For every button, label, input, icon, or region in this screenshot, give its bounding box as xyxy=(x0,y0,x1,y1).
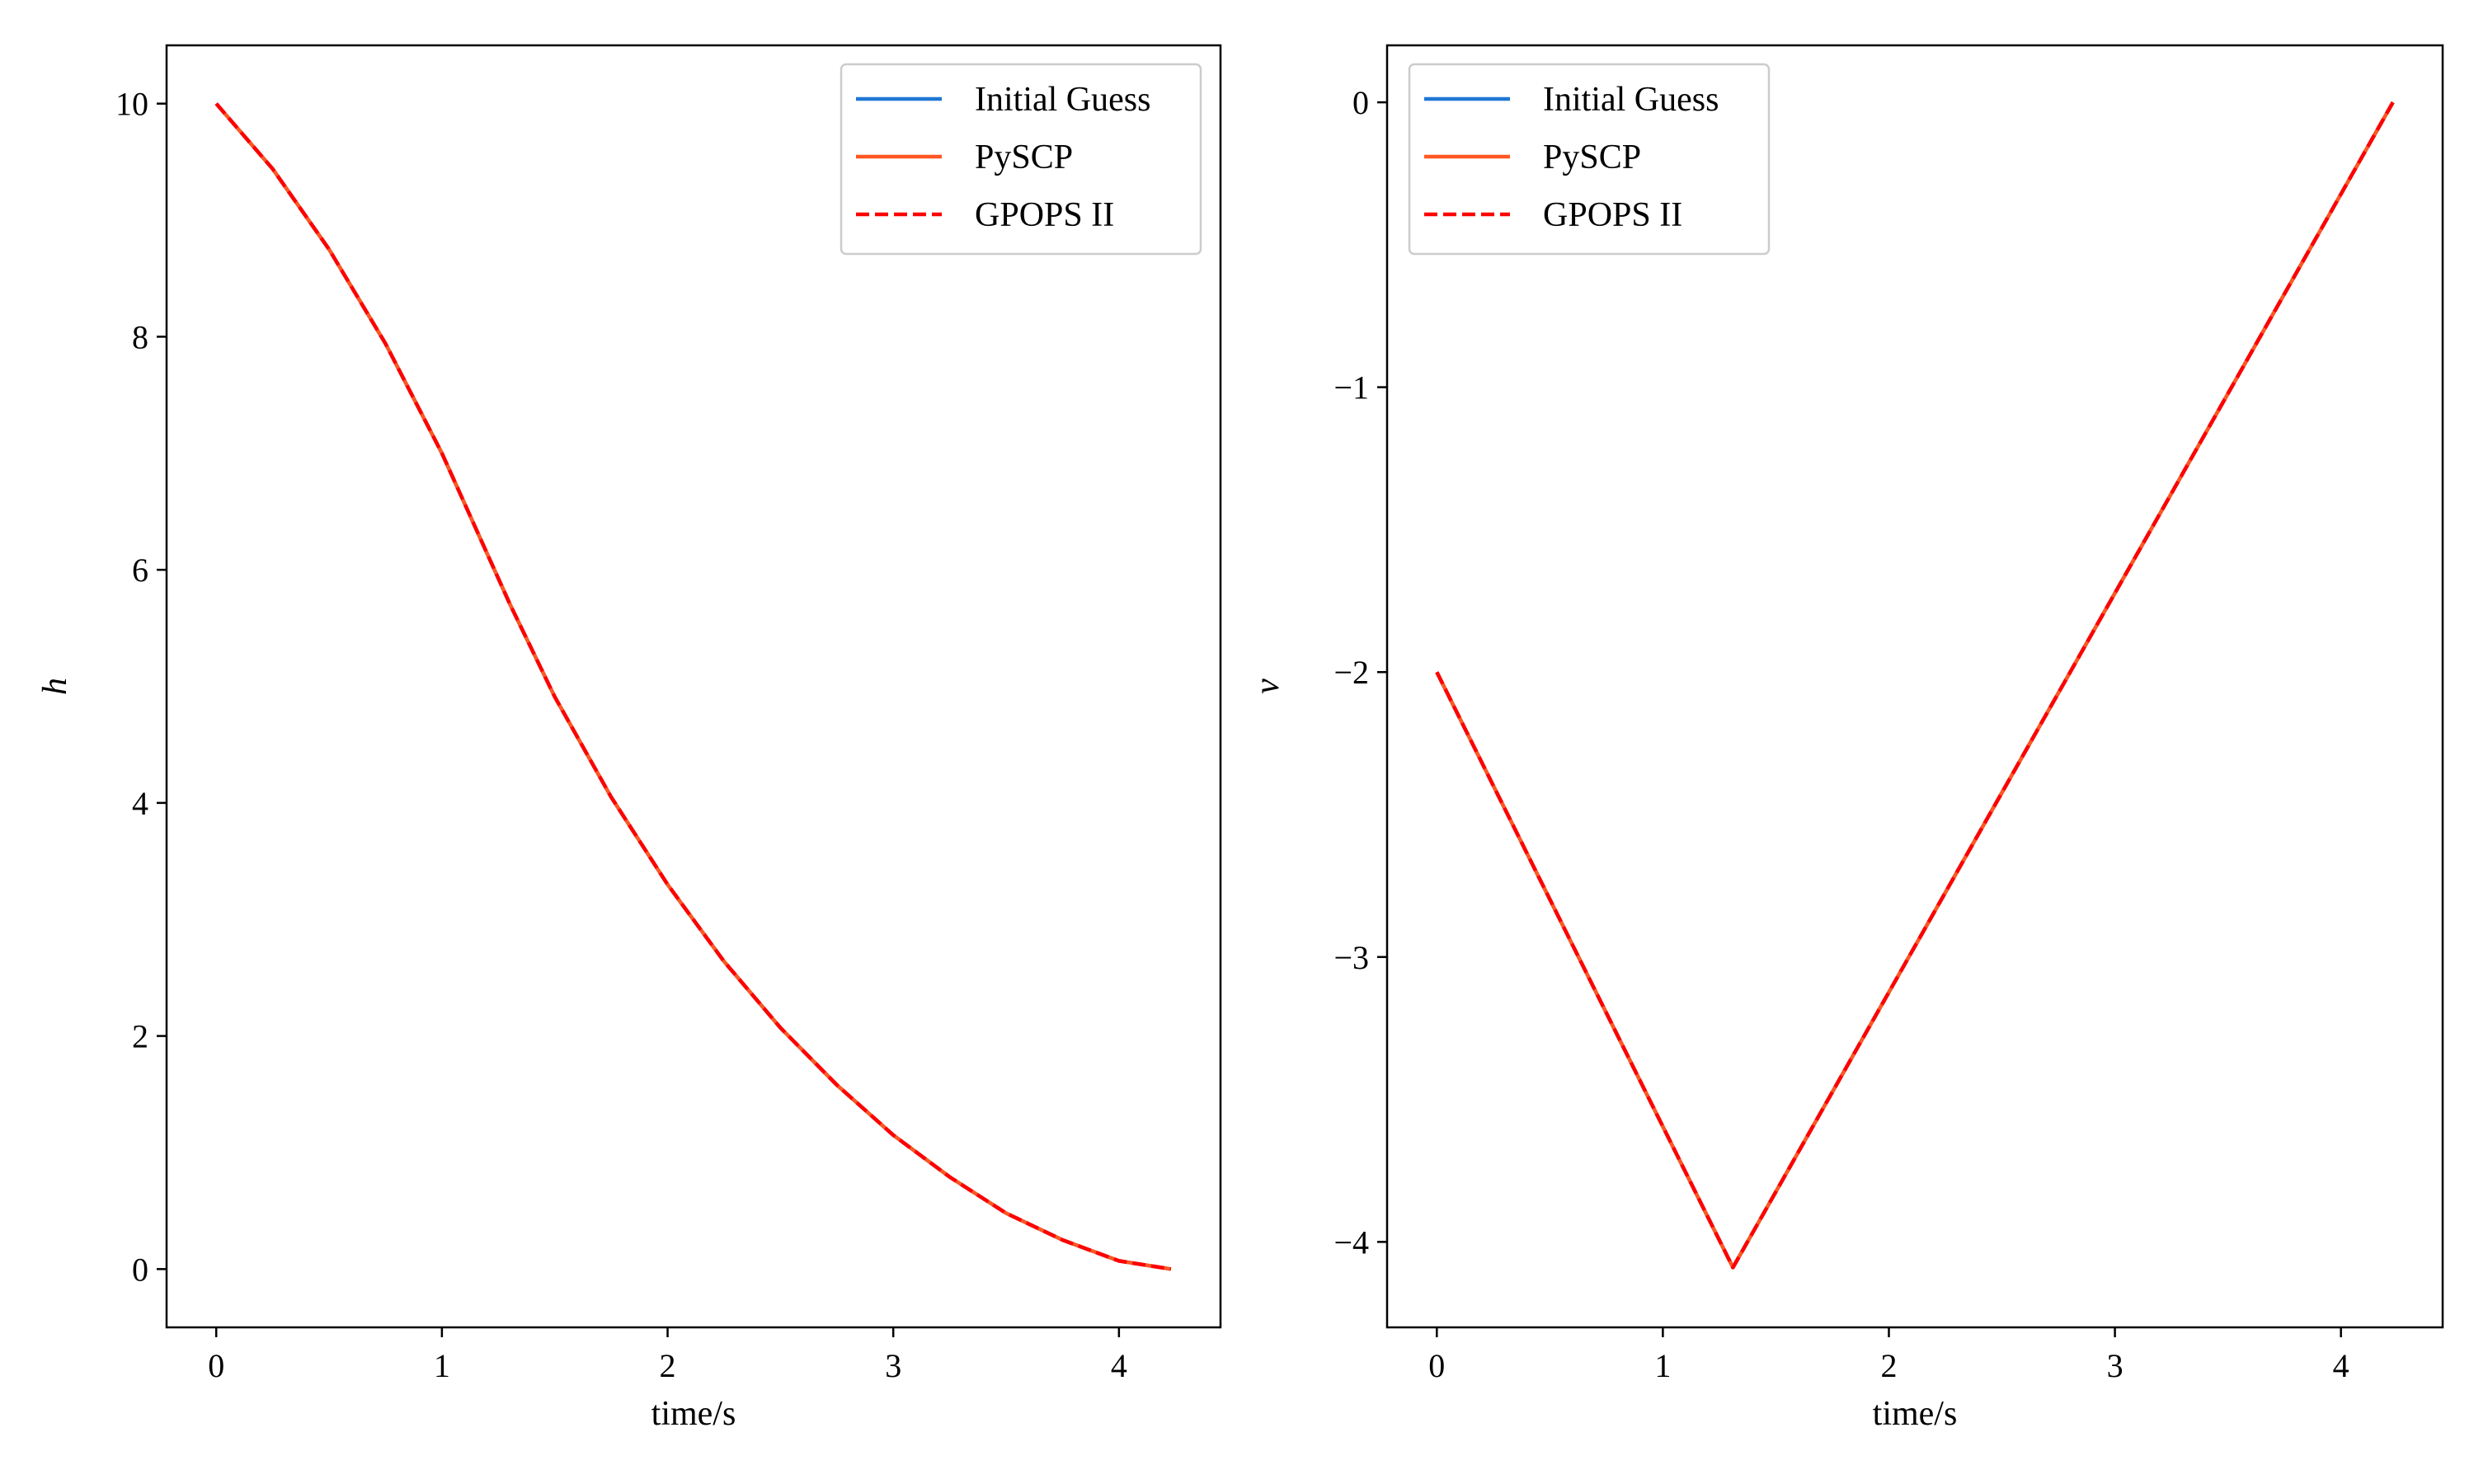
legend-label: Initial Guess xyxy=(1543,81,1719,119)
y-tick-label: 10 xyxy=(115,86,148,123)
y-tick-label: 4 xyxy=(132,785,148,822)
x-axis-label: time/s xyxy=(1873,1395,1958,1433)
y-tick-label: 2 xyxy=(132,1018,148,1055)
series-line-pyscp xyxy=(1435,101,2395,1270)
x-tick-label: 4 xyxy=(2333,1347,2349,1384)
x-tick-label: 2 xyxy=(1880,1347,1897,1384)
y-axis-label: h xyxy=(36,678,74,695)
x-tick-label: 3 xyxy=(2107,1347,2124,1384)
y-axis-label: v xyxy=(1249,679,1286,694)
y-tick-label: 6 xyxy=(132,552,148,589)
series-line-gpops-ii xyxy=(1435,101,2395,1270)
x-tick-label: 1 xyxy=(434,1347,450,1384)
y-tick-label: −3 xyxy=(1333,939,1369,976)
legend-label: PySCP xyxy=(1543,139,1641,176)
legend-frame xyxy=(840,63,1202,256)
y-tick-label: −1 xyxy=(1333,369,1369,406)
legend: Initial Guess PySCP GPOPS II xyxy=(840,63,1202,256)
y-tick-label: 8 xyxy=(132,318,148,355)
series-line-pyscp xyxy=(214,102,1172,1271)
x-tick-label: 0 xyxy=(208,1347,224,1384)
x-tick-label: 4 xyxy=(1111,1347,1127,1384)
axes-frame xyxy=(165,44,1222,1329)
legend: Initial Guess PySCP GPOPS II xyxy=(1408,63,1771,256)
legend-label: PySCP xyxy=(975,139,1073,176)
y-tick-label: 0 xyxy=(1352,84,1369,121)
series-line-initial-guess xyxy=(1435,101,2395,1270)
axes-frame xyxy=(1385,44,2444,1329)
x-tick-label: 0 xyxy=(1428,1347,1445,1384)
legend-frame xyxy=(1408,63,1771,256)
y-tick-label: 0 xyxy=(132,1251,148,1288)
legend-label: GPOPS II xyxy=(975,196,1114,234)
x-tick-label: 3 xyxy=(885,1347,901,1384)
x-tick-label: 2 xyxy=(660,1347,676,1384)
x-tick-label: 1 xyxy=(1654,1347,1671,1384)
series-line-gpops-ii xyxy=(214,102,1172,1271)
left-plot: 0 1 2 3 4 0 2 4 6 8 10 time/s h Initial Guess PySCP GPO… xyxy=(36,44,1222,1433)
y-tick-label: −2 xyxy=(1333,654,1369,691)
legend-label: GPOPS II xyxy=(1543,196,1682,234)
series-line-initial-guess xyxy=(214,102,1172,1271)
legend-label: Initial Guess xyxy=(975,81,1150,119)
right-plot: 0 1 2 3 4 0 −1 −2 −3 −4 time/s v Initial Guess PySCP G… xyxy=(1249,44,2444,1433)
y-tick-label: −4 xyxy=(1333,1223,1369,1261)
x-axis-label: time/s xyxy=(651,1395,736,1433)
